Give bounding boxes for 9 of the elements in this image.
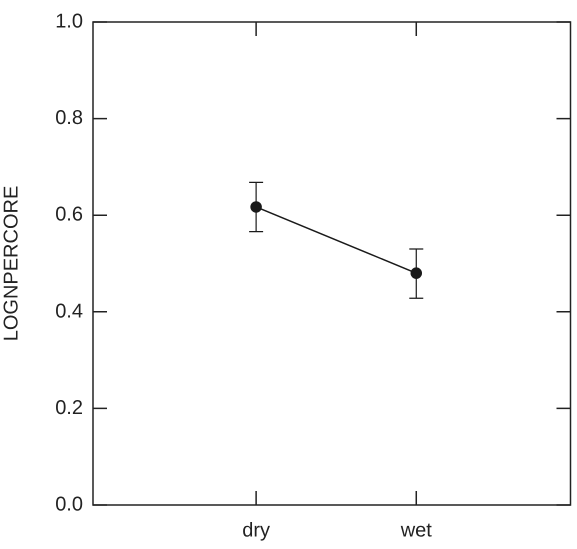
x-tick-label: dry — [242, 520, 270, 542]
y-tick-label: 0.4 — [55, 300, 83, 322]
y-tick-label: 0.0 — [55, 494, 83, 516]
x-tick-label: wet — [400, 520, 432, 542]
y-tick-label: 0.6 — [55, 204, 83, 226]
y-axis-title: LOGNPERCORE — [0, 186, 23, 342]
y-tick-label: 0.8 — [55, 107, 83, 130]
y-tick-label: 0.2 — [55, 396, 83, 419]
y-tick-label: 1.0 — [55, 10, 83, 33]
